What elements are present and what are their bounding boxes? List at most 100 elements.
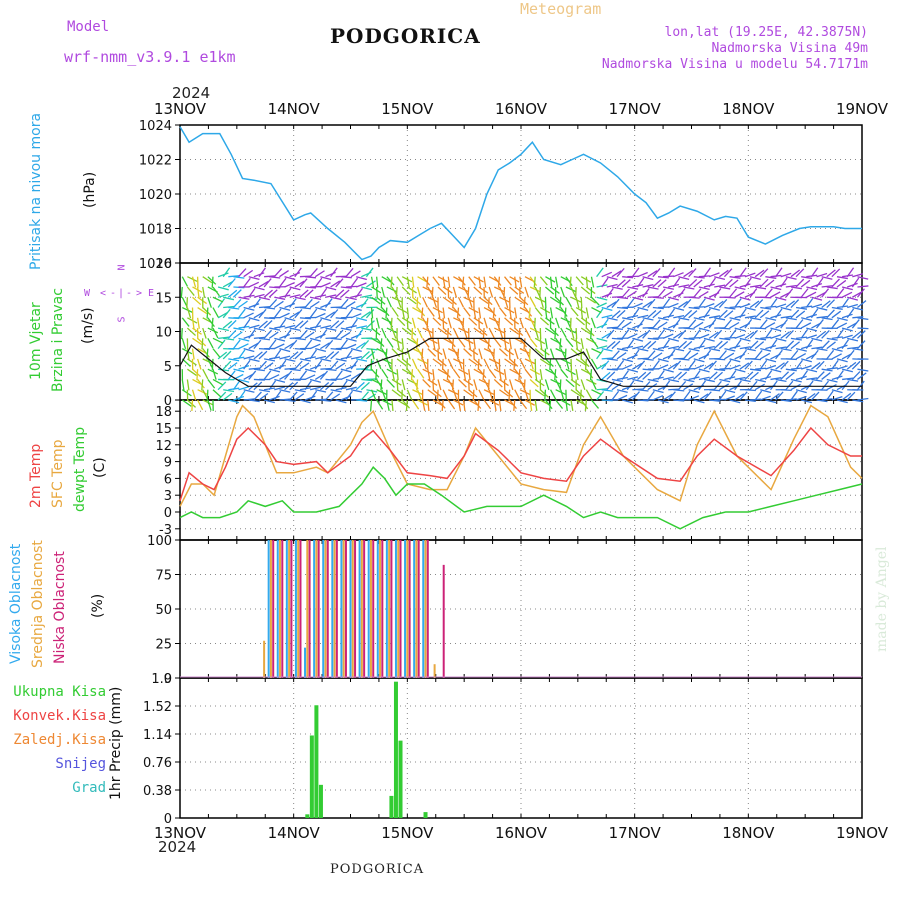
wind-barb bbox=[284, 399, 296, 403]
wind-barb bbox=[320, 399, 332, 402]
wind-barb bbox=[754, 299, 764, 308]
wind-barb bbox=[831, 353, 842, 360]
wind-barb bbox=[667, 267, 676, 278]
precip-bar bbox=[309, 735, 314, 818]
wind-barb bbox=[304, 380, 312, 391]
wind-barb bbox=[187, 276, 198, 283]
wind-barb bbox=[780, 360, 789, 370]
wind-barb bbox=[273, 390, 282, 401]
wind-barb bbox=[524, 389, 529, 401]
wind-barb bbox=[192, 337, 202, 346]
wind-barb bbox=[309, 386, 321, 391]
wind-barb bbox=[636, 318, 645, 329]
wind-barb bbox=[601, 360, 610, 370]
wind-barb bbox=[248, 358, 260, 362]
wind-barb bbox=[806, 377, 818, 381]
wind-barb bbox=[790, 349, 799, 360]
wind-barb bbox=[238, 300, 248, 309]
wind-barb bbox=[191, 276, 197, 288]
wind-barb bbox=[483, 358, 490, 370]
wind-barb bbox=[693, 329, 701, 339]
wind-barb bbox=[217, 339, 226, 350]
wind-barb bbox=[217, 381, 227, 391]
wind-barb bbox=[411, 358, 418, 370]
wind-barb bbox=[611, 298, 620, 308]
legend-total: Ukupna Kisa bbox=[13, 684, 106, 700]
dewpt-temp-line bbox=[179, 466, 863, 530]
wind-barb bbox=[846, 391, 856, 401]
wind-barb bbox=[580, 338, 584, 350]
wind-barb bbox=[508, 389, 511, 401]
wind-barb bbox=[385, 348, 388, 360]
wind-barb bbox=[739, 267, 747, 278]
wind-barb bbox=[693, 317, 705, 321]
wind-barb bbox=[723, 268, 733, 278]
wind-barb bbox=[564, 348, 567, 360]
wind-barb bbox=[560, 317, 572, 324]
wind-barb bbox=[673, 347, 685, 352]
wind-barb bbox=[647, 378, 659, 383]
wind-barb bbox=[401, 286, 411, 296]
wind-barb bbox=[391, 307, 399, 317]
wind-barb bbox=[775, 296, 787, 301]
wind-barb bbox=[412, 348, 423, 355]
wind-barb bbox=[248, 342, 259, 350]
wind-barb bbox=[401, 368, 413, 376]
wind-barb bbox=[278, 318, 287, 329]
wind-barb bbox=[451, 338, 455, 350]
wind-barb bbox=[616, 296, 629, 300]
wind-barb bbox=[718, 298, 728, 308]
wind-barb bbox=[437, 307, 441, 319]
wind-barb bbox=[498, 399, 502, 411]
sfc-temp-line bbox=[179, 404, 863, 507]
wind-barb bbox=[401, 399, 411, 409]
wind-barb bbox=[238, 337, 250, 342]
wind-barb bbox=[263, 358, 276, 362]
wind-barb bbox=[381, 327, 387, 339]
wind-barb bbox=[345, 308, 354, 319]
wind-barb bbox=[678, 276, 690, 281]
wind-barb bbox=[780, 306, 792, 311]
wind-barb bbox=[483, 399, 492, 410]
wind-barb bbox=[386, 337, 394, 348]
wind-barb bbox=[330, 351, 340, 360]
wind-barb bbox=[457, 399, 462, 411]
wind-barb bbox=[458, 378, 467, 388]
wind-barb bbox=[678, 358, 690, 361]
wind-barb bbox=[842, 377, 854, 381]
wind-barb bbox=[299, 329, 308, 339]
wind-barb bbox=[309, 308, 318, 319]
wind-barb bbox=[770, 286, 782, 291]
wind-barb bbox=[734, 339, 742, 349]
page-title: PODGORICA bbox=[330, 24, 481, 48]
wind-barb bbox=[560, 286, 566, 298]
wind-barb bbox=[785, 300, 796, 309]
wind-barb bbox=[243, 389, 255, 393]
wind-barb bbox=[447, 328, 449, 340]
wind-barb bbox=[790, 286, 802, 290]
wind-barb bbox=[345, 267, 354, 278]
wind-barb bbox=[201, 379, 204, 391]
wind-barb bbox=[325, 294, 337, 298]
wind-barb bbox=[851, 319, 860, 329]
precip-bar bbox=[393, 681, 398, 818]
wind-barb bbox=[437, 358, 447, 367]
wind-barb bbox=[780, 389, 792, 392]
wind-barb bbox=[340, 380, 348, 391]
wind-barb bbox=[810, 308, 819, 319]
wind-barb bbox=[632, 345, 644, 350]
wind-barb bbox=[294, 280, 305, 288]
wind-barb bbox=[565, 286, 577, 293]
wind-barb bbox=[442, 327, 452, 336]
wind-barb bbox=[309, 267, 318, 278]
wind-barb bbox=[268, 339, 277, 350]
wind-barb bbox=[754, 341, 765, 350]
wind-barb bbox=[801, 317, 813, 321]
wind-barb bbox=[637, 347, 649, 352]
wind-barb bbox=[340, 331, 351, 339]
wind-barb bbox=[667, 308, 676, 319]
wind-barb bbox=[345, 301, 356, 309]
wind-barb bbox=[314, 359, 323, 370]
wind-barb bbox=[233, 395, 245, 401]
